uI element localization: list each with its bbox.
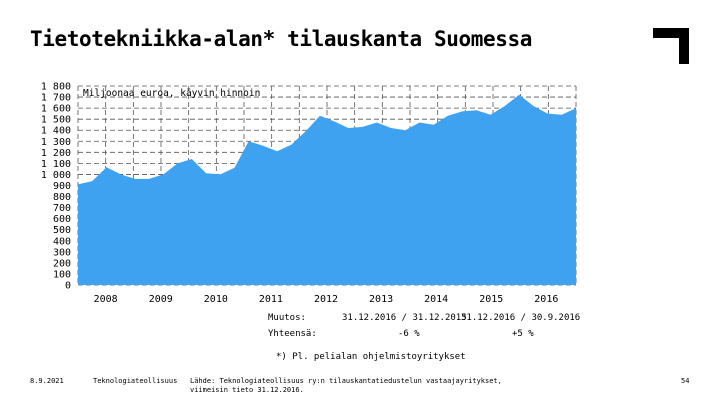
change-label-muutos: Muutos: <box>268 313 306 323</box>
x-tick-label: 2015 <box>479 294 503 305</box>
y-tick-label: 800 <box>53 192 71 203</box>
y-tick-label: 900 <box>53 181 71 192</box>
x-tick-label: 2013 <box>369 294 393 305</box>
y-tick-label: 1 800 <box>41 82 71 93</box>
change-label-total: Yhteensä: <box>268 329 317 339</box>
change-period-2: 31.12.2016 / 30.9.2016 <box>461 313 581 323</box>
y-tick-label: 100 <box>53 269 71 280</box>
x-tick-label: 2008 <box>94 294 118 305</box>
footnote: *) Pl. peli­alan ohjelmistoyritykset <box>276 352 466 362</box>
footer-date: 8.9.2021 <box>30 377 64 385</box>
footer-source-line1: Lähde: Teknologiateollisuus ry:n tilausk… <box>190 377 502 385</box>
y-tick-label: 600 <box>53 214 71 225</box>
y-tick-label: 400 <box>53 236 71 247</box>
change-value-1: -6 % <box>398 329 420 339</box>
footer-org: Teknologiateollisuus <box>93 377 178 385</box>
y-tick-label: 1 000 <box>41 170 71 181</box>
footer-source: Lähde: Teknologiateollisuus ry:n tilausk… <box>190 377 502 395</box>
y-tick-label: 1 500 <box>41 115 71 126</box>
y-tick-label: 500 <box>53 225 71 236</box>
series-area <box>78 94 576 285</box>
y-tick-label: 1 100 <box>41 159 71 170</box>
x-tick-label: 2016 <box>534 294 558 305</box>
y-tick-label: 1 200 <box>41 148 71 159</box>
y-tick-label: 0 <box>65 281 71 292</box>
y-tick-label: 1 700 <box>41 93 71 104</box>
change-period-1: 31.12.2016 / 31.12.2015 <box>342 313 467 323</box>
page-title: Tietotekniikka-alan* tilauskanta Suomess… <box>30 27 532 51</box>
x-tick-label: 2012 <box>314 294 338 305</box>
y-tick-label: 1 400 <box>41 126 71 137</box>
y-tick-label: 300 <box>53 247 71 258</box>
x-tick-label: 2014 <box>424 294 448 305</box>
y-tick-label: 1 300 <box>41 137 71 148</box>
x-tick-label: 2010 <box>204 294 228 305</box>
x-tick-label: 2009 <box>149 294 173 305</box>
unit-annotation: Miljoonaa euroa, käyvin hinnoin <box>83 88 260 99</box>
footer-source-line2: viimeisin tieto 31.12.2016. <box>190 386 304 394</box>
x-tick-label: 2011 <box>259 294 283 305</box>
change-value-2: +5 % <box>512 329 534 339</box>
y-tick-label: 700 <box>53 203 71 214</box>
y-tick-label: 200 <box>53 258 71 269</box>
company-logo <box>653 28 689 64</box>
y-tick-label: 1 600 <box>41 104 71 115</box>
footer-page-number: 54 <box>681 377 690 385</box>
